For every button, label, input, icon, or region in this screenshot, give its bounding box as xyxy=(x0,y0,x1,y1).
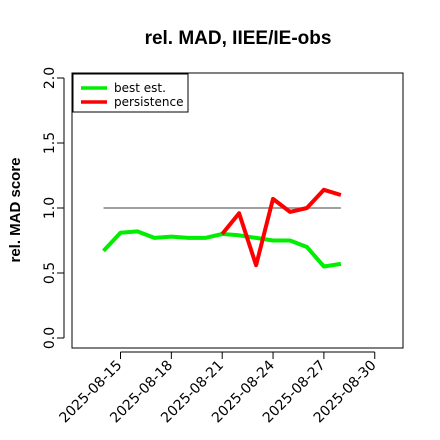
legend-box xyxy=(72,73,189,113)
y-axis: 0.0 0.5 1.0 1.5 2.0 xyxy=(42,67,65,349)
series-line-best-est xyxy=(102,229,342,269)
legend-label-persistence: persistence xyxy=(114,95,183,109)
y-axis-label: rel. MAD score xyxy=(7,157,24,262)
y-tick-label: 1.0 xyxy=(42,197,58,219)
chart-title: rel. MAD, IIEE/IE-obs xyxy=(145,28,332,49)
y-tick-label: 1.5 xyxy=(42,132,58,154)
x-axis: 2025-08-152025-08-182025-08-212025-08-24… xyxy=(56,351,380,426)
legend: best est. persistence xyxy=(72,73,189,113)
legend-label-best-est: best est. xyxy=(114,81,166,95)
y-tick-label: 0.0 xyxy=(42,327,58,349)
plot-frame xyxy=(71,72,404,349)
y-tick-label: 2.0 xyxy=(42,67,58,89)
series-line-persistence xyxy=(220,187,342,268)
series-group xyxy=(102,187,342,269)
y-tick-label: 0.5 xyxy=(42,262,58,284)
